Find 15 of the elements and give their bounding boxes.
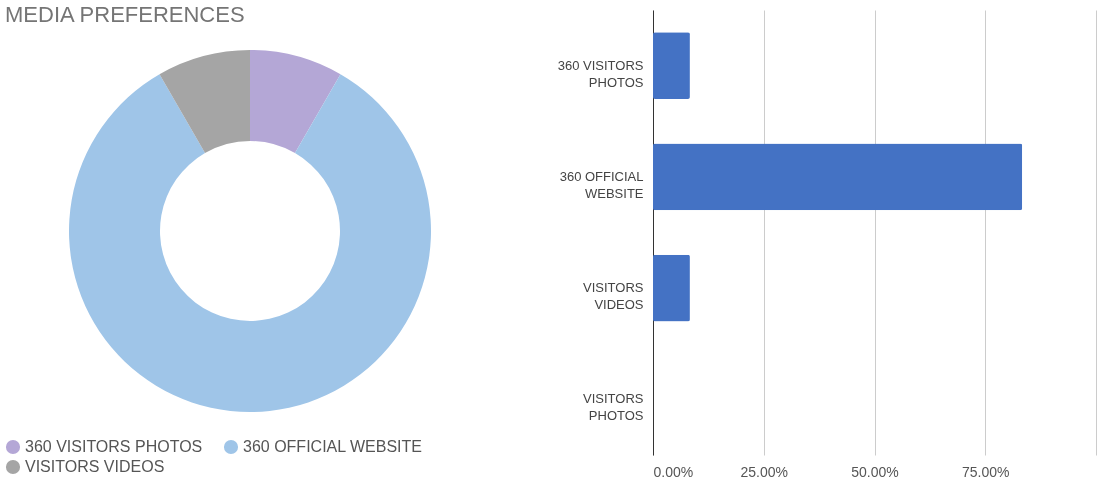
x-tick-label: 25.00% bbox=[740, 463, 788, 480]
donut-slice bbox=[159, 50, 250, 154]
y-tick-label: VISITORS PHOTOS bbox=[583, 391, 644, 424]
donut-slice bbox=[69, 74, 431, 412]
donut-slice bbox=[250, 50, 341, 154]
legend-label: 360 OFFICIAL WEBSITE bbox=[243, 438, 423, 455]
y-tick-label: 360 VISITORS PHOTOS bbox=[557, 57, 644, 90]
legend-label: 360 VISITORS PHOTOS bbox=[25, 438, 203, 455]
y-tick-label: VISITORS VIDEOS bbox=[583, 280, 644, 313]
y-tick-label: 360 OFFICIAL WEBSITE bbox=[559, 168, 644, 201]
x-tick-label: 0.00% bbox=[653, 463, 694, 480]
legend-label: VISITORS VIDEOS bbox=[25, 458, 165, 475]
chart-title: MEDIA PREFERENCES bbox=[5, 2, 245, 27]
x-tick-label: 75.00% bbox=[962, 463, 1010, 480]
x-tick-label: 50.00% bbox=[851, 463, 899, 480]
